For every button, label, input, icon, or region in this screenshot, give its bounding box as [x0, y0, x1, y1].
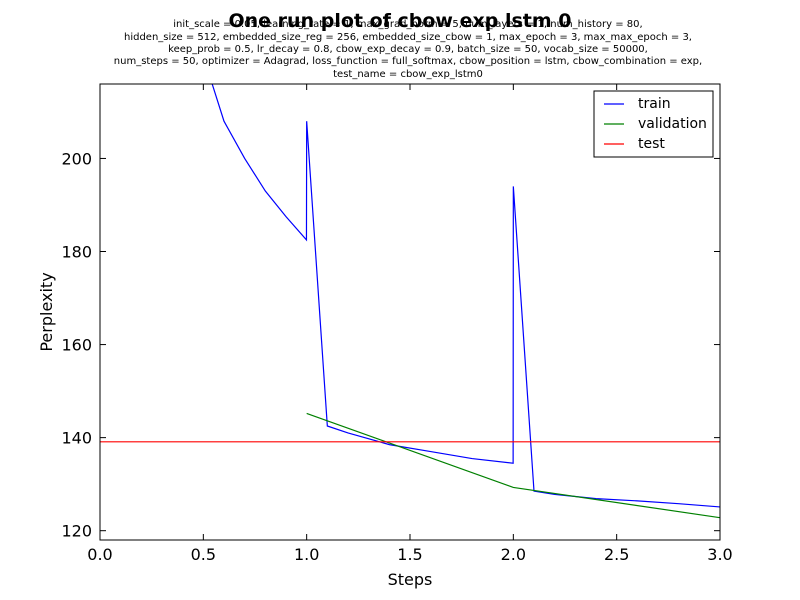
- chart-subtitle-line-3: keep_prob = 0.5, lr_decay = 0.8, cbow_ex…: [168, 44, 648, 55]
- tick-label-layer: 0.0 0.5 1.0 1.5 2.0 2.5 3.0 120 140 160 180 200: [61, 149, 732, 564]
- x-tick-label: 0.0: [87, 545, 112, 564]
- plot-frame: [99, 83, 721, 541]
- chart-subtitle-line-2: hidden_size = 512, embedded_size_reg = 2…: [124, 32, 692, 43]
- series-line-validation: [306, 412, 720, 519]
- x-tick-label: 0.5: [191, 545, 216, 564]
- chart-subtitle-line-5: test_name = cbow_exp_lstm0: [333, 69, 483, 80]
- series-line-train: [211, 84, 720, 508]
- x-tick-label: 2.5: [604, 545, 629, 564]
- x-tick-label: 2.0: [501, 545, 526, 564]
- y-axis-label: Perplexity: [37, 272, 56, 351]
- y-tick-label: 120: [61, 522, 92, 541]
- y-tick-label: 200: [61, 149, 92, 168]
- y-tick-label: 180: [61, 243, 92, 262]
- legend: train validation test: [593, 90, 714, 158]
- chart-subtitle-line-4: num_steps = 50, optimizer = Adagrad, los…: [114, 56, 702, 67]
- y-tick-label: 140: [61, 429, 92, 448]
- x-tick-label: 1.5: [397, 545, 422, 564]
- chart-subtitle-line-1: init_scale = 0.05, learning_rate = 1, ma…: [173, 19, 642, 30]
- legend-label-validation: validation: [638, 116, 707, 132]
- x-axis-label: Steps: [388, 570, 433, 589]
- chart-title: One run plot of cbow exp lstm 0: [229, 10, 572, 32]
- series-layer: [100, 84, 720, 519]
- x-tick-label: 3.0: [707, 545, 732, 564]
- x-tick-label: 1.0: [294, 545, 319, 564]
- legend-label-train: train: [638, 96, 671, 112]
- legend-label-test: test: [638, 136, 665, 152]
- y-tick-label: 160: [61, 336, 92, 355]
